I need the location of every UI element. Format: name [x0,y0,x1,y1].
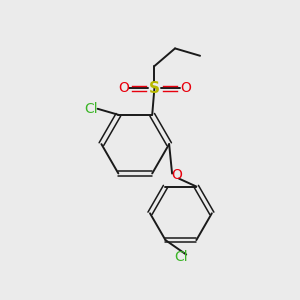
Text: O: O [180,81,191,95]
Text: O: O [171,168,182,182]
Text: Cl: Cl [174,250,188,265]
Text: O: O [118,81,129,95]
Text: Cl: Cl [84,102,98,116]
Text: S: S [149,81,160,96]
